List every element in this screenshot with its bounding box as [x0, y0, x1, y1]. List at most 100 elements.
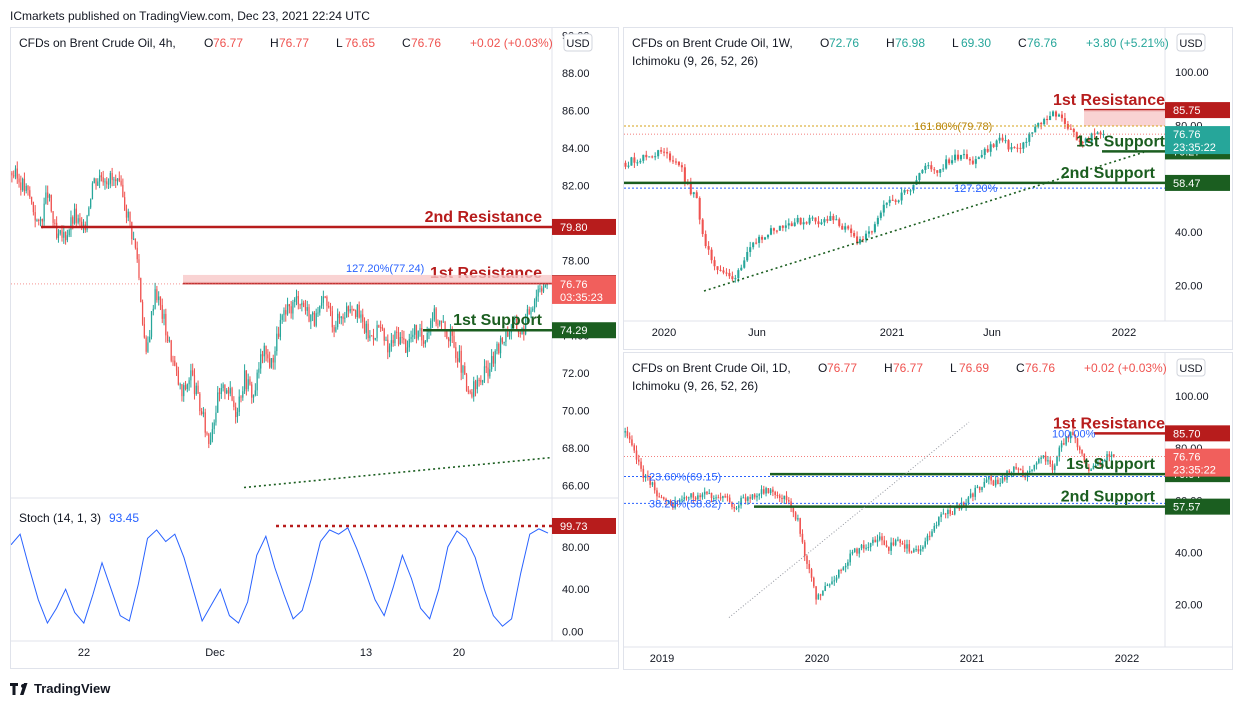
x-tick-label: Jun	[983, 327, 1001, 339]
candle-body	[788, 500, 790, 502]
candle-body	[627, 165, 630, 167]
ohlc-c: 76.76	[1025, 361, 1055, 375]
candle-body	[1067, 436, 1070, 439]
candle-body	[908, 544, 911, 552]
candle-body	[166, 335, 169, 341]
chart-1d[interactable]: 100.0080.0060.0040.0020.0020192020202120…	[624, 353, 1232, 669]
candle-body	[722, 496, 724, 499]
stoch-line	[10, 527, 549, 627]
chart-panel-4h[interactable]: 90.0088.0086.0084.0082.0080.0078.0076.00…	[10, 27, 619, 669]
candle-body	[860, 544, 863, 549]
trendline	[703, 151, 1145, 292]
candle-body	[749, 497, 751, 499]
candle-body	[1090, 469, 1092, 471]
candle-body	[885, 544, 888, 547]
currency-box	[1176, 33, 1206, 52]
candle-body	[939, 169, 942, 173]
tradingview-logo-icon	[10, 682, 28, 695]
candle-body	[396, 331, 398, 333]
candle-body	[668, 153, 672, 161]
candle-body	[172, 360, 174, 362]
candle-body	[903, 544, 906, 549]
candle-body	[374, 338, 376, 340]
candle-body	[649, 476, 651, 485]
candle-body	[981, 486, 983, 491]
level-price-label: 79.80	[560, 222, 588, 234]
brand-name: TradingView	[34, 681, 111, 696]
candle-body	[403, 338, 405, 340]
candles	[624, 426, 1115, 605]
candle-body	[841, 225, 844, 230]
candle-body	[1063, 443, 1065, 445]
candle-body	[813, 577, 815, 587]
candle-body	[1078, 447, 1081, 451]
candle-body	[1003, 477, 1006, 480]
candle-body	[674, 500, 676, 508]
candle-body	[311, 312, 314, 315]
candle-body	[388, 346, 391, 353]
candle-body	[663, 151, 666, 153]
candle-body	[888, 546, 890, 551]
ohlc-key: L	[952, 36, 959, 50]
candle-body	[193, 375, 196, 395]
candle-body	[77, 218, 79, 223]
candle-body	[651, 482, 654, 485]
candle-body	[424, 341, 427, 344]
candle-body	[992, 480, 995, 486]
tradingview-brand[interactable]: TradingView	[10, 681, 110, 696]
candle-body	[487, 367, 489, 377]
candle-body	[1074, 434, 1077, 439]
y-tick-label: 100.00	[1175, 391, 1209, 403]
candle-body	[1087, 138, 1090, 142]
candle-body	[949, 509, 951, 514]
candle-body	[47, 192, 49, 198]
x-tick-label: Dec	[205, 647, 225, 659]
ohlc-key: O	[204, 36, 213, 50]
candle-body	[220, 388, 222, 394]
level-name: 1st Support	[1076, 133, 1166, 150]
candle-body	[753, 494, 756, 498]
candle-body	[835, 577, 838, 581]
candle-body	[356, 304, 358, 317]
candle-body	[417, 330, 419, 339]
candle-body	[1031, 132, 1034, 134]
candle-body	[465, 374, 468, 391]
candle-body	[414, 324, 416, 335]
candle-body	[184, 385, 187, 390]
candle-body	[381, 327, 384, 329]
candle-body	[104, 181, 106, 183]
candle-body	[897, 200, 900, 202]
fib-label: 127.20%(77.24)	[346, 263, 424, 275]
candle-body	[897, 539, 899, 541]
candle-body	[503, 342, 505, 344]
ohlc-l: 76.65	[345, 36, 375, 50]
chart-4h[interactable]: 90.0088.0086.0084.0082.0080.0078.0076.00…	[10, 28, 618, 668]
candle-body	[394, 331, 396, 344]
candle-body	[16, 168, 18, 179]
candle-body	[1099, 132, 1102, 135]
chart-1w[interactable]: 100.0080.0060.0040.0020.002020Jun2021Jun…	[624, 28, 1232, 349]
candle-body	[1085, 460, 1088, 468]
candle-body	[299, 304, 301, 306]
stoch-max-tag	[552, 517, 616, 534]
ohlc-change: +0.02 (+0.03%)	[470, 36, 553, 50]
candle-body	[882, 204, 885, 213]
candle-body	[143, 324, 145, 338]
candle-body	[362, 314, 364, 322]
candle-body	[972, 493, 974, 497]
candle-body	[944, 513, 947, 515]
candle-body	[660, 497, 663, 499]
candle-body	[494, 350, 496, 364]
chart-panel-1d[interactable]: 100.0080.0060.0040.0020.0020192020202120…	[623, 352, 1233, 670]
candle-body	[141, 302, 144, 325]
candle-body	[719, 269, 722, 271]
candle-body	[276, 333, 278, 352]
chart-panel-1w[interactable]: 100.0080.0060.0040.0020.002020Jun2021Jun…	[623, 27, 1233, 350]
candle-body	[322, 296, 324, 303]
candle-body	[476, 379, 478, 390]
candle-body	[766, 234, 770, 238]
candle-body	[1019, 147, 1022, 149]
candle-body	[742, 497, 745, 499]
candle-body	[73, 208, 76, 224]
candle-body	[694, 497, 697, 500]
